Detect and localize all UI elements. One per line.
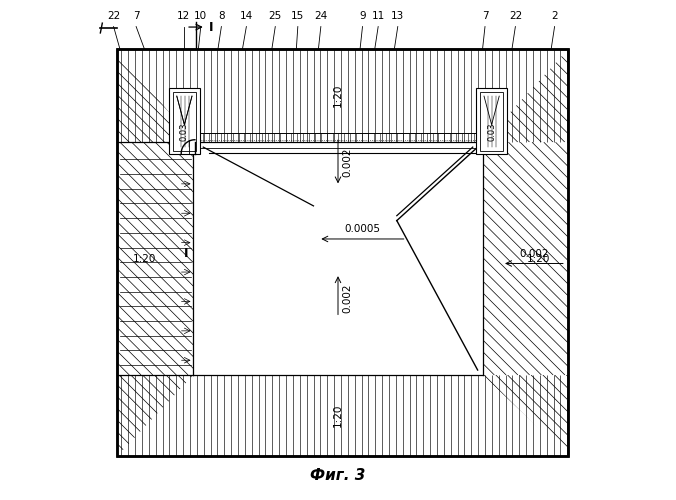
- Text: 0.002: 0.002: [342, 147, 352, 176]
- Polygon shape: [118, 375, 193, 456]
- Polygon shape: [118, 49, 193, 142]
- Text: 22: 22: [509, 10, 522, 20]
- Text: I: I: [184, 247, 189, 260]
- Text: 0.03: 0.03: [180, 122, 189, 141]
- Text: 1:20: 1:20: [333, 404, 343, 427]
- Text: 2: 2: [551, 10, 558, 20]
- Bar: [118, 49, 569, 456]
- Text: 0.002: 0.002: [519, 248, 549, 258]
- Bar: [118, 49, 569, 456]
- Text: Фиг. 3: Фиг. 3: [310, 468, 366, 483]
- Text: 9: 9: [359, 10, 366, 20]
- Text: 0.03: 0.03: [487, 122, 496, 141]
- Text: 24: 24: [314, 10, 327, 20]
- Bar: [169, 88, 200, 154]
- Text: 13: 13: [391, 10, 404, 20]
- Text: 22: 22: [107, 10, 120, 20]
- Text: 8: 8: [218, 10, 224, 20]
- Bar: [483, 142, 569, 375]
- Text: 1:20: 1:20: [132, 254, 156, 264]
- Text: 10: 10: [194, 10, 208, 20]
- Bar: [476, 88, 507, 154]
- Bar: [480, 92, 503, 150]
- Text: 14: 14: [240, 10, 253, 20]
- Bar: [118, 49, 569, 456]
- Text: 0.002: 0.002: [342, 283, 352, 312]
- Polygon shape: [483, 375, 569, 456]
- Bar: [118, 375, 569, 456]
- Text: 12: 12: [177, 10, 190, 20]
- Text: I: I: [209, 20, 214, 34]
- Text: 1:20: 1:20: [527, 254, 550, 264]
- Bar: [118, 142, 193, 375]
- Text: 25: 25: [268, 10, 282, 20]
- Text: 7: 7: [482, 10, 488, 20]
- Text: 15: 15: [291, 10, 304, 20]
- Bar: [173, 92, 196, 150]
- Polygon shape: [483, 49, 569, 142]
- Text: 7: 7: [132, 10, 139, 20]
- Text: 11: 11: [372, 10, 385, 20]
- Bar: [118, 49, 569, 142]
- Text: 1:20: 1:20: [333, 84, 343, 108]
- Bar: [193, 142, 483, 375]
- Text: 0.0005: 0.0005: [345, 224, 381, 234]
